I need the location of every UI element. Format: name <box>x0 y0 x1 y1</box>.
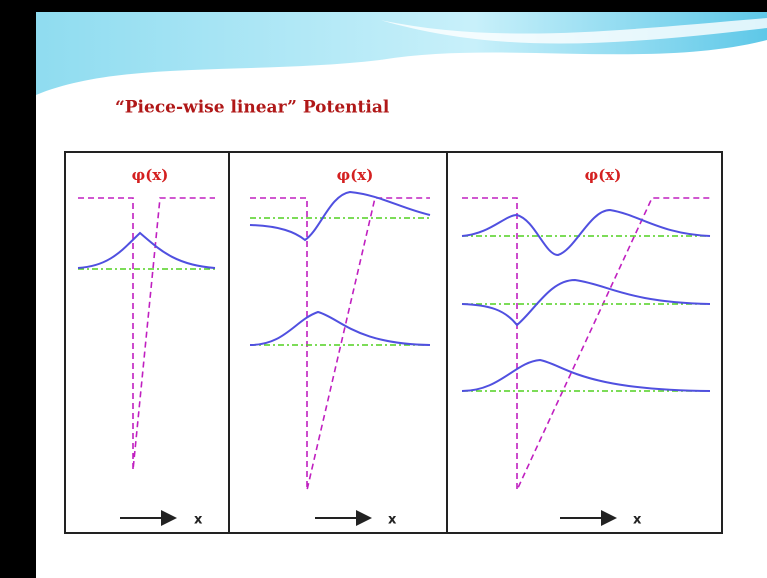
axis-label: x <box>388 513 397 528</box>
axis-label: x <box>194 513 203 528</box>
axis-label: x <box>633 513 642 528</box>
panel-label: φ(x) <box>337 166 374 184</box>
background <box>0 0 767 578</box>
left-border <box>0 0 36 578</box>
slide: “Piece-wise linear” Potential φ(x) x φ(x… <box>0 0 767 578</box>
panel-label: φ(x) <box>585 166 622 184</box>
slide-title: “Piece-wise linear” Potential <box>115 98 390 118</box>
top-border <box>0 0 767 12</box>
panel-label: φ(x) <box>132 166 169 184</box>
